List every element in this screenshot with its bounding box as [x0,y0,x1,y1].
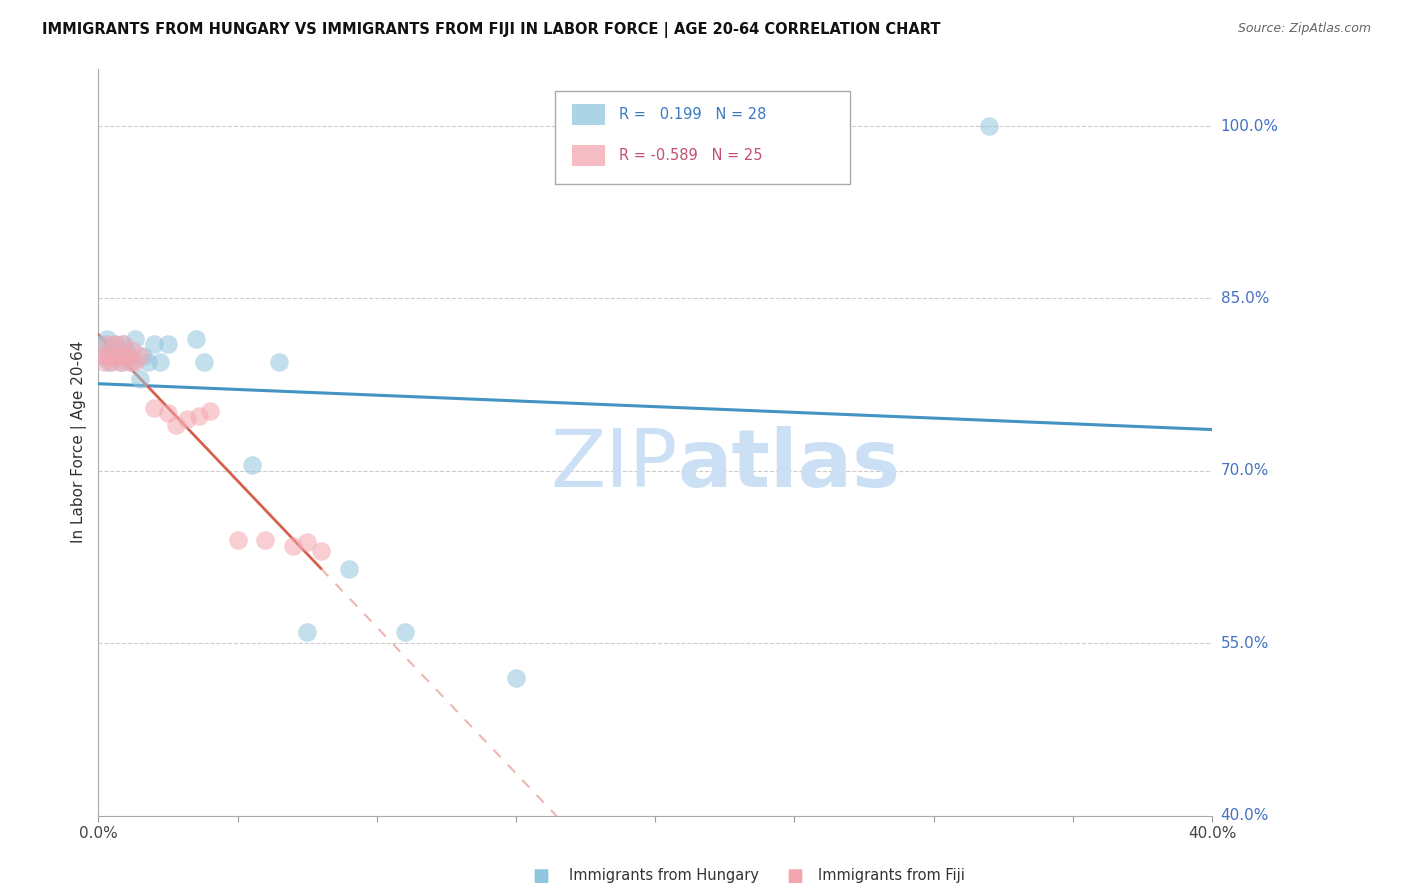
Text: ■: ■ [786,867,803,885]
Point [110,355,132,369]
Point [98,355,121,369]
Text: 100.0%: 100.0% [1220,119,1278,134]
Text: 40.0%: 40.0% [1220,808,1268,823]
Point [96,332,118,346]
Point [295,535,318,549]
Text: 55.0%: 55.0% [1220,636,1268,651]
Point [101,355,124,369]
FancyBboxPatch shape [572,145,605,166]
Point [156,407,179,421]
Point [93,355,115,369]
Point [132,349,155,363]
Text: 70.0%: 70.0% [1220,464,1268,478]
Point [187,409,209,423]
Text: 85.0%: 85.0% [1220,291,1268,306]
Point [165,417,187,432]
Point [121,355,143,369]
Point [93,349,115,363]
Point [193,355,215,369]
FancyBboxPatch shape [555,91,851,185]
Point [107,349,129,363]
Point [283,539,305,553]
Point [149,355,172,369]
Point [138,355,160,369]
Text: R = -0.589   N = 25: R = -0.589 N = 25 [619,148,762,162]
Point [90,349,112,363]
Text: Immigrants from Fiji: Immigrants from Fiji [818,869,965,883]
Point [107,349,129,363]
Point [309,544,332,558]
Point [98,349,121,363]
Point [143,401,166,415]
Point [240,458,263,473]
Point [112,337,135,351]
Point [104,337,127,351]
Point [176,412,198,426]
Point [124,332,146,346]
Point [184,332,207,346]
Text: R =   0.199   N = 28: R = 0.199 N = 28 [619,107,766,121]
Point [112,337,135,351]
Point [101,343,124,358]
Text: ■: ■ [533,867,550,885]
Point [269,355,291,369]
Point [124,355,146,369]
Text: ZIP: ZIP [550,425,678,504]
Point [90,337,112,351]
Point [129,372,152,386]
Point [156,337,179,351]
Point [104,337,127,351]
Point [295,624,318,639]
Point [226,533,249,547]
Point [394,624,416,639]
Point [110,355,132,369]
Text: atlas: atlas [678,425,901,504]
Point [129,349,152,363]
Text: IMMIGRANTS FROM HUNGARY VS IMMIGRANTS FROM FIJI IN LABOR FORCE | AGE 20-64 CORRE: IMMIGRANTS FROM HUNGARY VS IMMIGRANTS FR… [42,22,941,38]
Point [96,337,118,351]
Point [115,349,138,363]
Point [115,343,138,358]
Point [198,404,221,418]
Point [118,355,141,369]
Point [143,337,166,351]
Point [979,119,1001,133]
Text: Source: ZipAtlas.com: Source: ZipAtlas.com [1237,22,1371,36]
Text: Immigrants from Hungary: Immigrants from Hungary [569,869,759,883]
FancyBboxPatch shape [572,103,605,125]
Y-axis label: In Labor Force | Age 20-64: In Labor Force | Age 20-64 [72,341,87,543]
Point [121,343,143,358]
Point [337,562,360,576]
Point [118,349,141,363]
Point [505,671,527,685]
Point [254,533,277,547]
